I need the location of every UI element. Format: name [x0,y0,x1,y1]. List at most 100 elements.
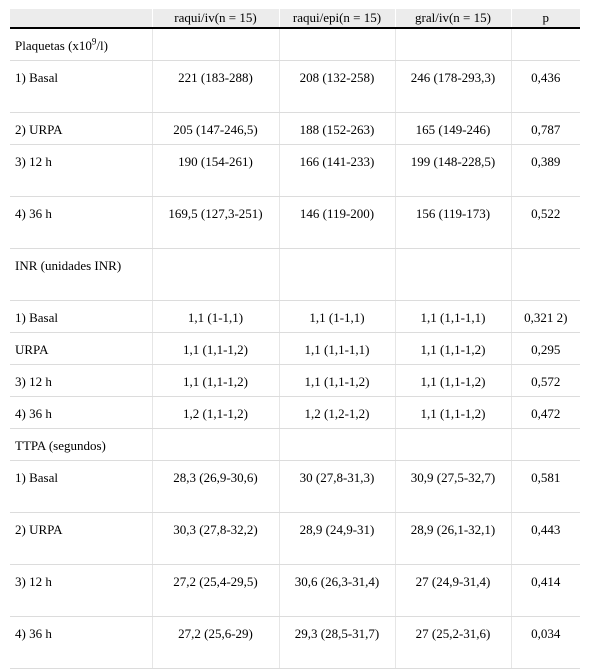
cell-gral-iv: 246 (178-293,3) [395,60,512,113]
row-label: 1) Basal [10,300,153,333]
row-label: URPA [10,332,153,365]
cell-raqui-epi [279,248,396,301]
header-cell-label [10,9,153,29]
cell-p-value: 0,443 [511,512,580,565]
row-label: 4) 36 h [10,196,153,249]
row-label: 2) URPA [10,512,153,565]
cell-gral-iv: 1,1 (1,1-1,2) [395,364,512,397]
cell-gral-iv: 27 (25,2-31,6) [395,616,512,669]
cell-raqui-iv: 169,5 (127,3-251) [152,196,280,249]
row-label: 3) 12 h [10,144,153,197]
cell-raqui-iv [152,28,280,61]
cell-p-value: 0,436 [511,60,580,113]
section-row: TTPA (segundos) [10,428,580,461]
cell-raqui-epi: 1,2 (1,2-1,2) [279,396,396,429]
header-cell-gral-iv: gral/iv(n = 15) [395,9,512,29]
cell-p-value: 0,034 [511,616,580,669]
cell-raqui-epi: 1,1 (1,1-1,1) [279,332,396,365]
row-label-superscript: 9 [91,36,97,47]
cell-gral-iv: 1,1 (1,1-1,2) [395,396,512,429]
cell-gral-iv [395,428,512,461]
row-label: Plaquetas (x109/l) [10,28,153,61]
cell-raqui-iv: 205 (147-246,5) [152,112,280,145]
cell-raqui-iv: 190 (154-261) [152,144,280,197]
cell-gral-iv: 1,1 (1,1-1,2) [395,332,512,365]
cell-raqui-epi [279,428,396,461]
cell-raqui-iv: 1,1 (1-1,1) [152,300,280,333]
row-label: INR (unidades INR) [10,248,153,301]
cell-raqui-iv: 27,2 (25,6-29) [152,616,280,669]
cell-gral-iv: 156 (119-173) [395,196,512,249]
table-row: 3) 12 h 27,2 (25,4-29,5) 30,6 (26,3-31,4) 2… [10,564,580,617]
row-label: 4) 36 h [10,616,153,669]
cell-p-value [511,428,580,461]
row-label: 2) URPA [10,112,153,145]
cell-p-value [511,248,580,301]
cell-p-value: 0,472 [511,396,580,429]
cell-p-value: 0,787 [511,112,580,145]
table-row: 1) Basal 221 (183-288) 208 (132-258) 246 (1… [10,60,580,113]
cell-raqui-epi [279,28,396,61]
cell-p-value [511,28,580,61]
cell-gral-iv: 28,9 (26,1-32,1) [395,512,512,565]
cell-raqui-iv: 1,1 (1,1-1,2) [152,364,280,397]
cell-p-value: 0,414 [511,564,580,617]
cell-raqui-epi: 28,9 (24,9-31) [279,512,396,565]
table-row: 4) 36 h 1,2 (1,1-1,2) 1,2 (1,2-1,2) 1,1 (1,… [10,396,580,429]
cell-gral-iv [395,28,512,61]
table-row: 2) URPA 205 (147-246,5) 188 (152-263) 165 (… [10,112,580,145]
cell-p-value: 0,522 [511,196,580,249]
cell-raqui-epi: 188 (152-263) [279,112,396,145]
cell-p-value: 0,295 [511,332,580,365]
cell-gral-iv: 27 (24,9-31,4) [395,564,512,617]
cell-p-value: 0,321 2) [511,300,580,333]
cell-raqui-iv [152,248,280,301]
row-label: 3) 12 h [10,364,153,397]
cell-raqui-epi: 1,1 (1-1,1) [279,300,396,333]
cell-gral-iv: 199 (148-228,5) [395,144,512,197]
cell-raqui-iv: 1,2 (1,1-1,2) [152,396,280,429]
header-row: raqui/iv(n = 15) raqui/epi(n = 15) gral/… [10,9,580,29]
table-row: 3) 12 h 190 (154-261) 166 (141-233) 199 (14… [10,144,580,197]
table-row: INR (unidades INR) [10,248,580,301]
cell-p-value: 0,572 [511,364,580,397]
row-label: 1) Basal [10,60,153,113]
table-row: 4) 36 h 169,5 (127,3-251) 146 (119-200) 156… [10,196,580,249]
cell-raqui-epi: 166 (141-233) [279,144,396,197]
cell-gral-iv: 30,9 (27,5-32,7) [395,460,512,513]
cell-raqui-iv [152,428,280,461]
table-row: 1) Basal 28,3 (26,9-30,6) 30 (27,8-31,3) 30… [10,460,580,513]
cell-raqui-epi: 1,1 (1,1-1,2) [279,364,396,397]
cell-raqui-iv: 27,2 (25,4-29,5) [152,564,280,617]
row-label-text: Plaquetas (x10 [15,38,92,53]
cell-raqui-epi: 146 (119-200) [279,196,396,249]
cell-raqui-epi: 29,3 (28,5-31,7) [279,616,396,669]
cell-p-value: 0,581 [511,460,580,513]
section-row: Plaquetas (x109/l) [10,28,580,61]
table-row: 1) Basal 1,1 (1-1,1) 1,1 (1-1,1) 1,1 (1,1-1… [10,300,580,333]
cell-raqui-epi: 30,6 (26,3-31,4) [279,564,396,617]
cell-gral-iv: 1,1 (1,1-1,1) [395,300,512,333]
cell-raqui-epi: 208 (132-258) [279,60,396,113]
cell-p-value: 0,389 [511,144,580,197]
cell-gral-iv [395,248,512,301]
results-table: raqui/iv(n = 15) raqui/epi(n = 15) gral/… [10,9,580,669]
cell-raqui-iv: 28,3 (26,9-30,6) [152,460,280,513]
table-body: Plaquetas (x109/l) 1) Basal 221 (183-288) 2… [10,28,580,669]
cell-raqui-iv: 1,1 (1,1-1,2) [152,332,280,365]
header-cell-raqui-epi: raqui/epi(n = 15) [279,9,396,29]
row-label: 4) 36 h [10,396,153,429]
header-cell-p: p [511,9,580,29]
table-row: 3) 12 h 1,1 (1,1-1,2) 1,1 (1,1-1,2) 1,1 (1,… [10,364,580,397]
table-row: URPA 1,1 (1,1-1,2) 1,1 (1,1-1,1) 1,1 (1,1-1… [10,332,580,365]
cell-gral-iv: 165 (149-246) [395,112,512,145]
row-label-unit: /l) [96,38,108,53]
cell-raqui-iv: 221 (183-288) [152,60,280,113]
row-label: 1) Basal [10,460,153,513]
cell-raqui-epi: 30 (27,8-31,3) [279,460,396,513]
table-row: 4) 36 h 27,2 (25,6-29) 29,3 (28,5-31,7) 27 … [10,616,580,669]
row-label: TTPA (segundos) [10,428,153,461]
table-row: 2) URPA 30,3 (27,8-32,2) 28,9 (24,9-31) 28,… [10,512,580,565]
cell-raqui-iv: 30,3 (27,8-32,2) [152,512,280,565]
header-cell-raqui-iv: raqui/iv(n = 15) [152,9,280,29]
